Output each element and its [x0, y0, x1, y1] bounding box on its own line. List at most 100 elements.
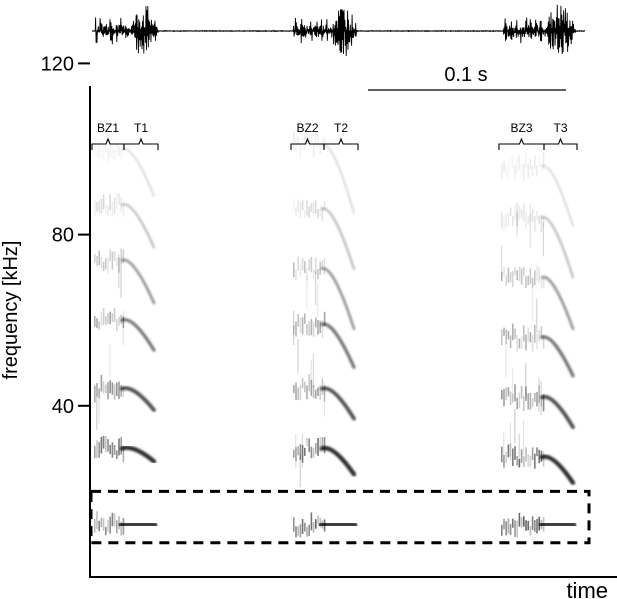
buzz-pulse-mark	[514, 204, 516, 220]
buzz-pulse-mark	[516, 270, 518, 281]
y-tick-label: 120	[41, 53, 74, 75]
buzz-pulse-mark	[308, 321, 310, 336]
buzz-pulse-mark	[534, 215, 536, 232]
buzz-pulse-mark	[509, 443, 512, 461]
buzz-noise-mark	[118, 254, 120, 289]
buzz-pulse-mark	[536, 165, 538, 177]
buzz-pulse-mark	[507, 212, 510, 226]
highlight-box	[89, 489, 591, 545]
buzz-pulse-mark	[321, 437, 324, 449]
buzz-pulse-mark	[94, 200, 96, 216]
terminal-harmonic	[321, 143, 355, 214]
buzz-pulse-mark	[297, 526, 299, 536]
buzz-pulse-mark	[520, 517, 523, 528]
buzz-pulse-mark	[536, 519, 538, 534]
buzz-noise-mark	[312, 353, 314, 388]
buzz-pulse-mark	[525, 447, 527, 462]
buzz-pulse-mark	[293, 449, 295, 458]
buzz-pulse-mark	[306, 526, 308, 537]
buzz-pulse-mark	[310, 256, 313, 273]
buzz-pulse-mark	[304, 447, 306, 456]
buzz-pulse-mark	[527, 521, 529, 531]
buzz-pulse-mark	[118, 516, 120, 530]
buzz-pulse-mark	[107, 519, 109, 532]
buzz-pulse-mark	[529, 204, 532, 223]
buzz-pulse-mark	[534, 520, 536, 532]
buzz-pulse-mark	[113, 308, 116, 322]
buzz-pulse-mark	[102, 194, 105, 210]
buzz-pulse-mark	[503, 266, 505, 277]
buzz-pulse-mark	[310, 512, 313, 531]
buzz-pulse-mark	[514, 267, 516, 276]
buzz-pulse-mark	[536, 333, 538, 350]
y-tick-label: 40	[52, 396, 74, 418]
buzz-pulse-mark	[501, 524, 503, 536]
terminal-harmonic	[539, 454, 576, 486]
buzz-pulse-mark	[308, 438, 310, 453]
buzz-noise-mark	[122, 310, 124, 346]
buzz-pulse-mark	[523, 516, 525, 527]
buzz-pulse-mark	[512, 448, 514, 466]
terminal-harmonic	[541, 165, 574, 227]
buzz-pulse-mark	[319, 261, 321, 275]
buzz-pulse-mark	[315, 519, 317, 529]
buzz-pulse-mark	[516, 520, 518, 538]
buzz-noise-mark	[306, 276, 308, 311]
buzz-pulse-mark	[534, 324, 536, 343]
buzz-pulse-mark	[534, 155, 536, 169]
scale-bar-label: 0.1 s	[444, 64, 487, 86]
buzz-pulse-mark	[94, 385, 96, 403]
buzz-pulse-mark	[107, 205, 109, 216]
buzz-pulse-mark	[113, 445, 116, 455]
buzz-pulse-mark	[94, 315, 96, 327]
terminal-harmonic	[121, 203, 155, 249]
buzz-pulse-mark	[538, 330, 540, 341]
buzz-pulse-mark	[525, 520, 527, 531]
buzz-pulse-mark	[118, 257, 120, 273]
buzz-noise-mark	[299, 452, 301, 488]
buzz-pulse-mark	[98, 250, 100, 266]
buzz-pulse-mark	[118, 193, 120, 205]
terminal-harmonic	[120, 386, 156, 412]
buzz-noise-mark	[525, 363, 527, 398]
buzz-pulse-mark	[507, 444, 510, 458]
buzz-pulse-mark	[116, 520, 118, 534]
buzz-pulse-mark	[536, 447, 538, 457]
buzz-noise-mark	[516, 202, 518, 237]
buzz-pulse-mark	[100, 374, 103, 392]
buzz-pulse-mark	[518, 338, 521, 349]
buzz-pulse-mark	[109, 139, 111, 158]
buzz-pulse-mark	[304, 313, 306, 324]
terminal-harmonic	[120, 318, 156, 352]
terminal-harmonic	[540, 335, 575, 378]
buzz-pulse-mark	[293, 199, 295, 209]
buzz-pulse-mark	[317, 269, 319, 280]
buzz-pulse-mark	[529, 159, 532, 170]
buzz-pulse-mark	[538, 385, 540, 404]
buzz-pulse-mark	[295, 526, 297, 538]
terminal-harmonic	[320, 267, 356, 331]
buzz-pulse-mark	[299, 201, 302, 218]
buzz-noise-mark	[518, 433, 520, 468]
buzz-pulse-mark	[315, 131, 317, 148]
buzz-noise-mark	[120, 263, 122, 298]
buzz-pulse-mark	[102, 261, 105, 272]
buzz-pulse-mark	[527, 327, 529, 342]
buzz-pulse-mark	[122, 445, 125, 463]
spectrogram-plot	[94, 131, 577, 538]
buzz-pulse-mark	[540, 326, 543, 339]
buzz-pulse-mark	[113, 513, 116, 527]
buzz-pulse-mark	[542, 451, 545, 467]
terminal-harmonic	[319, 445, 357, 477]
buzz-pulse-mark	[293, 385, 295, 394]
buzz-noise-mark	[98, 389, 100, 424]
buzz-pulse-mark	[308, 206, 310, 218]
buzz-pulse-mark	[107, 257, 109, 275]
buzz-pulse-mark	[293, 325, 295, 335]
segment-label: BZ3	[510, 121, 532, 135]
buzz-pulse-mark	[520, 336, 523, 349]
buzz-pulse-mark	[107, 382, 109, 400]
buzz-pulse-mark	[501, 329, 503, 346]
buzz-pulse-mark	[101, 143, 103, 161]
buzz-pulse-mark	[103, 144, 105, 160]
